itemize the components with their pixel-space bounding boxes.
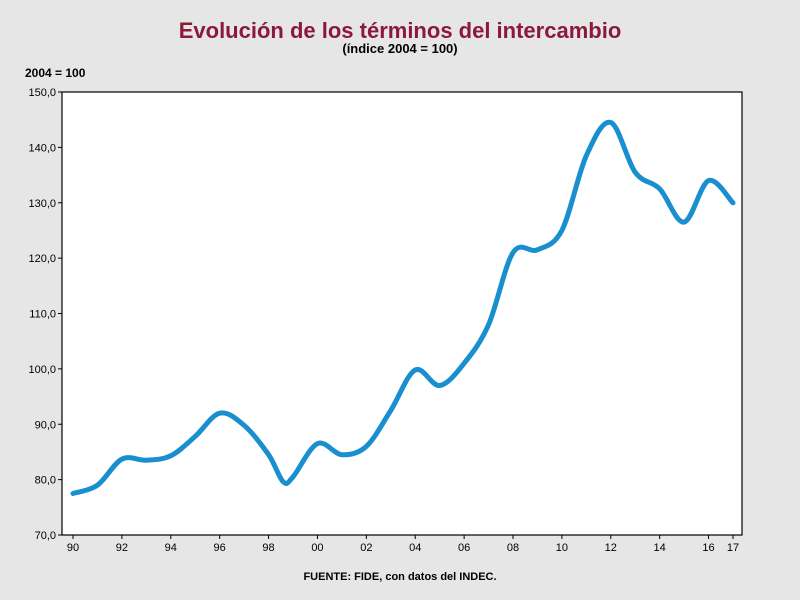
x-tick-label: 08 bbox=[507, 542, 519, 554]
y-tick-label: 100,0 bbox=[28, 364, 56, 376]
y-tick-label: 120,0 bbox=[28, 253, 56, 265]
x-tick-label: 12 bbox=[605, 542, 617, 554]
x-tick-label: 16 bbox=[702, 542, 714, 554]
y-tick-label: 110,0 bbox=[29, 309, 56, 321]
x-tick-label: 14 bbox=[654, 542, 666, 554]
y-tick-label: 90,0 bbox=[35, 419, 56, 431]
series-line bbox=[70, 119, 736, 496]
x-tick-label: 92 bbox=[116, 542, 128, 554]
y-tick-label: 70,0 bbox=[35, 530, 56, 542]
x-tick-label: 06 bbox=[458, 542, 470, 554]
x-tick-label: 98 bbox=[262, 542, 274, 554]
x-tick-label: 94 bbox=[165, 542, 177, 554]
x-tick-label: 90 bbox=[67, 542, 79, 554]
x-tick-label: 02 bbox=[360, 542, 372, 554]
y-tick-label: 150,0 bbox=[28, 87, 56, 99]
chart-title: Evolución de los términos del intercambi… bbox=[178, 18, 622, 43]
chart-subtitle: (índice 2004 = 100) bbox=[342, 41, 458, 56]
y-axis-ticks: 70,0 80,0 90,0 100,0 110,0 120,0 130,0 140,0 150… bbox=[28, 87, 62, 542]
x-axis-ticks: 90 92 94 96 98 00 02 04 06 08 10 12 14 16 17 bbox=[67, 535, 739, 554]
y-tick-label: 80,0 bbox=[35, 475, 56, 487]
x-tick-label: 17 bbox=[727, 542, 739, 554]
y-axis-unit-label: 2004 = 100 bbox=[25, 66, 86, 80]
x-tick-label: 10 bbox=[556, 542, 568, 554]
y-tick-label: 130,0 bbox=[28, 198, 56, 210]
x-tick-label: 00 bbox=[311, 542, 323, 554]
plot-area bbox=[61, 91, 743, 536]
x-tick-label: 96 bbox=[214, 542, 226, 554]
y-tick-label: 140,0 bbox=[28, 142, 56, 154]
source-note: FUENTE: FIDE, con datos del INDEC. bbox=[303, 571, 497, 583]
x-tick-label: 04 bbox=[409, 542, 421, 554]
